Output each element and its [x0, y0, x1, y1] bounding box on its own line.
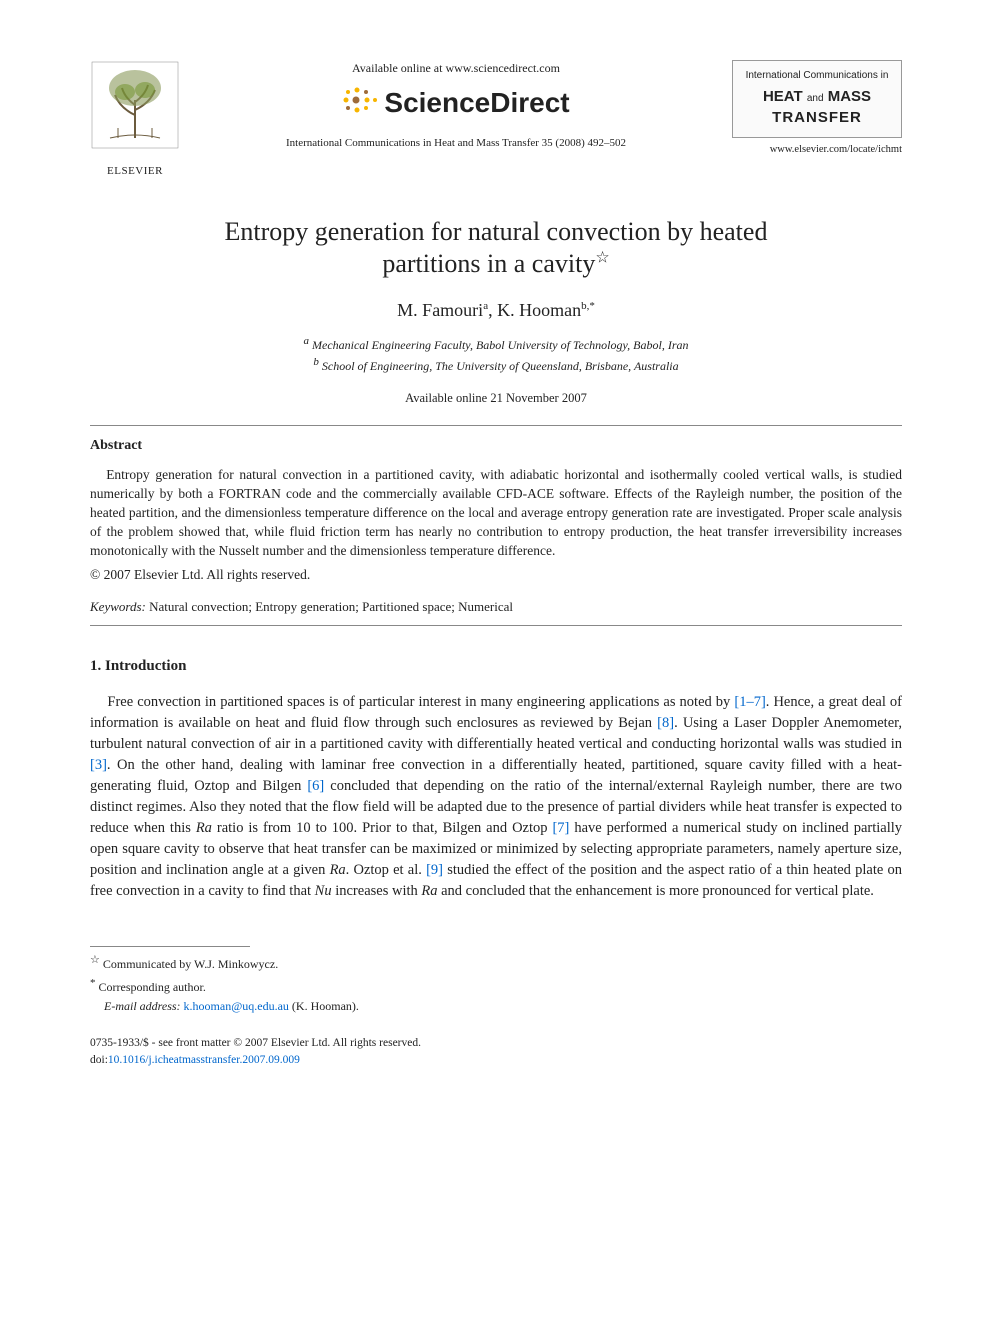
author-1-affil-sup: a [483, 300, 488, 312]
footnote-corr-star-icon: * [90, 977, 96, 989]
ref-link-8[interactable]: [8] [657, 715, 674, 731]
doi-link[interactable]: 10.1016/j.icheatmasstransfer.2007.09.009 [108, 1054, 300, 1066]
p1-nu: Nu [315, 883, 332, 899]
elsevier-tree-icon [90, 60, 180, 155]
section-1-paragraph-1: Free convection in partitioned spaces is… [90, 692, 902, 902]
p1-ra-3: Ra [421, 883, 437, 899]
author-1-name: M. Famouri [397, 300, 483, 320]
author-2-affil-sup: b,* [581, 300, 595, 312]
p1-text-k: and concluded that the enhancement is mo… [438, 883, 874, 899]
paper-title: Entropy generation for natural convectio… [90, 216, 902, 281]
rule-above-abstract [90, 425, 902, 426]
keywords-line: Keywords: Natural convection; Entropy ge… [90, 598, 902, 617]
p1-text-f: ratio is from 10 to 100. Prior to that, … [212, 820, 553, 836]
section-1-heading: 1. Introduction [90, 656, 902, 678]
ref-link-3[interactable]: [3] [90, 757, 107, 773]
front-matter-line: 0735-1933/$ - see front matter © 2007 El… [90, 1035, 902, 1052]
affiliation-a: a Mechanical Engineering Faculty, Babol … [90, 333, 902, 354]
keywords-label: Keywords: [90, 599, 146, 614]
journal-cover-box: International Communications in HEAT and… [732, 60, 902, 138]
journal-box-title-line2: TRANSFER [739, 107, 895, 129]
title-block: Entropy generation for natural convectio… [90, 216, 902, 407]
available-online-text: Available online at www.sciencedirect.co… [200, 60, 712, 77]
ref-link-6[interactable]: [6] [307, 778, 324, 794]
journal-box-heat: HEAT [763, 88, 803, 105]
footnote-corresponding: * Corresponding author. [90, 976, 902, 996]
sciencedirect-logo: ScienceDirect [200, 83, 712, 124]
footnote-rule [90, 946, 250, 947]
footnote-star-icon: ☆ [90, 954, 100, 966]
authors-line: M. Famouria, K. Hoomanb,* [90, 297, 902, 323]
ref-link-7[interactable]: [7] [552, 820, 569, 836]
affiliation-b: b School of Engineering, The University … [90, 354, 902, 375]
footnote-corresponding-text: Corresponding author. [99, 980, 206, 994]
email-author-paren: (K. Hooman). [292, 999, 359, 1013]
publisher-name: ELSEVIER [90, 164, 180, 180]
available-date: Available online 21 November 2007 [90, 389, 902, 407]
affil-b-text: School of Engineering, The University of… [322, 359, 679, 373]
affil-a-sup: a [304, 335, 310, 347]
sciencedirect-dots-icon [342, 86, 380, 121]
footnote-communicated: ☆ Communicated by W.J. Minkowycz. [90, 953, 902, 973]
abstract-body: Entropy generation for natural convectio… [90, 466, 902, 560]
doi-label: doi: [90, 1054, 108, 1066]
header-row: ELSEVIER Available online at www.science… [90, 60, 902, 180]
journal-box-superhead: International Communications in [739, 69, 895, 84]
journal-block: International Communications in HEAT and… [732, 60, 902, 157]
rule-below-keywords [90, 625, 902, 626]
author-2-name: K. Hooman [497, 300, 581, 320]
paper-title-line2: partitions in a cavity [382, 249, 595, 278]
publisher-logo-block: ELSEVIER [90, 60, 180, 180]
ref-link-9[interactable]: [9] [426, 862, 443, 878]
ref-link-1-7[interactable]: [1–7] [734, 694, 765, 710]
p1-ra-2: Ra [330, 862, 346, 878]
keywords-text: Natural convection; Entropy generation; … [149, 599, 513, 614]
journal-box-and: and [807, 93, 824, 104]
journal-url: www.elsevier.com/locate/ichmt [732, 142, 902, 157]
p1-text-h: . Oztop et al. [346, 862, 426, 878]
footnotes-block: ☆ Communicated by W.J. Minkowycz. * Corr… [90, 946, 902, 1015]
title-footnote-star: ☆ [595, 250, 609, 267]
abstract-heading: Abstract [90, 436, 902, 456]
abstract-copyright: © 2007 Elsevier Ltd. All rights reserved… [90, 565, 902, 585]
author-2-corr-star: * [589, 300, 595, 312]
header-center: Available online at www.sciencedirect.co… [180, 60, 732, 152]
journal-box-title-line1: HEAT and MASS [739, 86, 895, 108]
footnote-communicated-text: Communicated by W.J. Minkowycz. [103, 957, 278, 971]
footnote-email: E-mail address: k.hooman@uq.edu.au (K. H… [104, 998, 902, 1015]
citation-line: International Communications in Heat and… [200, 136, 712, 152]
p1-text-a: Free convection in partitioned spaces is… [107, 694, 734, 710]
sciencedirect-wordmark: ScienceDirect [384, 87, 569, 118]
doi-line: doi:10.1016/j.icheatmasstransfer.2007.09… [90, 1052, 902, 1069]
email-label: E-mail address: [104, 999, 181, 1013]
paper-title-line1: Entropy generation for natural convectio… [225, 217, 768, 246]
affil-b-sup: b [313, 356, 319, 368]
p1-ra-1: Ra [196, 820, 212, 836]
email-link[interactable]: k.hooman@uq.edu.au [184, 999, 289, 1013]
affil-a-text: Mechanical Engineering Faculty, Babol Un… [312, 338, 689, 352]
p1-text-j: increases with [332, 883, 422, 899]
journal-box-mass: MASS [828, 88, 871, 105]
